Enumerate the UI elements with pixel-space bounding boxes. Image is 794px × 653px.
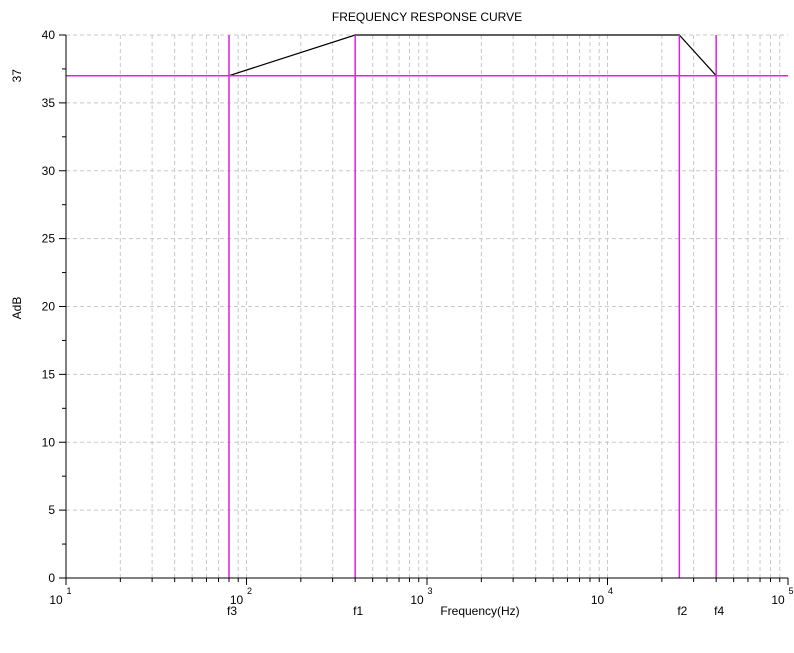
marker-label-f1: f1 (353, 604, 363, 618)
x-tick-exponent: 5 (788, 586, 793, 596)
y-tick-label: 40 (42, 28, 56, 42)
series-line (228, 34, 717, 77)
series-layer (228, 34, 717, 77)
y-marker-label: 37 (10, 69, 24, 83)
x-tick-base: 10 (771, 593, 785, 607)
marker-label-f2: f2 (677, 604, 687, 618)
x-tick-base: 10 (410, 593, 424, 607)
x-tick-base: 10 (591, 593, 605, 607)
chart-title: FREQUENCY RESPONSE CURVE (332, 10, 522, 24)
y-tick-label: 25 (42, 232, 56, 246)
marker-layer: 37 f3 f1 f2 f4 (10, 35, 788, 618)
y-tick-label: 35 (42, 96, 56, 110)
x-axis-label: Frequency(Hz) (440, 604, 519, 618)
y-tick-label: 15 (42, 367, 56, 381)
marker-label-f3: f3 (227, 604, 237, 618)
y-tick-label: 30 (42, 164, 56, 178)
x-tick-exponent: 2 (247, 586, 252, 596)
x-tick-exponent: 4 (608, 586, 613, 596)
x-tick-exponent: 1 (66, 586, 71, 596)
x-tick-exponent: 3 (427, 586, 432, 596)
marker-label-f4: f4 (714, 604, 724, 618)
x-tick-base: 10 (49, 593, 63, 607)
y-tick-label: 10 (42, 435, 56, 449)
y-tick-label: 20 (42, 300, 56, 314)
y-tick-label: 5 (48, 503, 55, 517)
y-axis-label: AdB (10, 297, 24, 320)
x-tick-base: 10 (230, 593, 244, 607)
y-tick-label: 0 (48, 571, 55, 585)
